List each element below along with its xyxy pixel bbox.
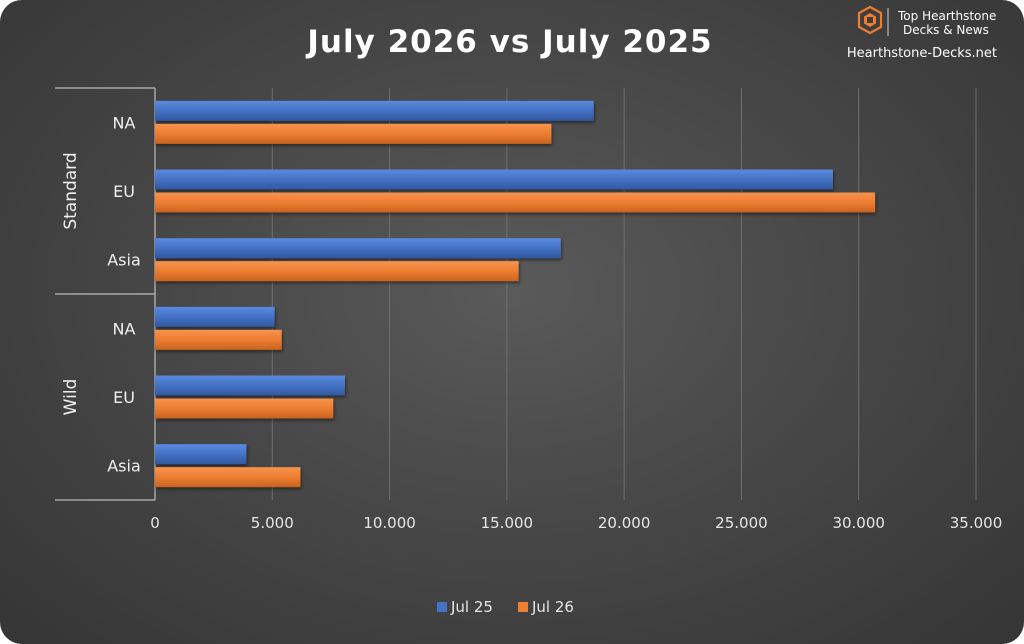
x-tick-label: 0 bbox=[150, 514, 160, 532]
x-tick-label: 5.000 bbox=[251, 514, 294, 532]
x-tick-label: 10.000 bbox=[363, 514, 416, 532]
bar-jul25 bbox=[155, 444, 247, 465]
legend-swatch bbox=[518, 602, 528, 612]
category-label: Asia bbox=[107, 251, 141, 270]
grid bbox=[271, 88, 977, 500]
bar-jul25 bbox=[155, 169, 833, 190]
category-label: EU bbox=[113, 182, 135, 201]
category-label: EU bbox=[113, 388, 135, 407]
category-label: NA bbox=[113, 113, 136, 132]
bars bbox=[155, 100, 876, 488]
chart-title: July 2026 vs July 2025 bbox=[305, 24, 712, 60]
x-axis-ticks: 0 5.000 10.000 15.000 20.000 25.000 30.000 35.0… bbox=[150, 514, 1002, 532]
brand-name-line1: Top Hearthstone bbox=[897, 9, 996, 23]
bar-jul25 bbox=[155, 375, 346, 396]
bar-jul26 bbox=[155, 192, 876, 213]
x-tick-label: 35.000 bbox=[950, 514, 1003, 532]
bar-jul26 bbox=[155, 123, 552, 144]
x-tick-label: 15.000 bbox=[481, 514, 534, 532]
bar-jul26 bbox=[155, 261, 519, 282]
axes bbox=[55, 87, 156, 501]
bar-jul25 bbox=[155, 100, 594, 121]
bar-jul25 bbox=[155, 238, 561, 259]
group-label: Standard bbox=[61, 152, 81, 229]
x-tick-label: 25.000 bbox=[715, 514, 768, 532]
category-label: Asia bbox=[107, 457, 141, 476]
bar-jul26 bbox=[155, 467, 301, 488]
brand-site: Hearthstone-Decks.net bbox=[847, 46, 997, 61]
brand-name-line2: Decks & News bbox=[903, 23, 989, 37]
bar-jul25 bbox=[155, 306, 275, 327]
legend-label: Jul 26 bbox=[531, 598, 574, 616]
group-labels: Standard Wild bbox=[61, 152, 81, 415]
brand-block: Top Hearthstone Decks & News Hearthstone… bbox=[847, 5, 997, 61]
legend-label: Jul 25 bbox=[450, 598, 493, 616]
x-tick-label: 30.000 bbox=[832, 514, 885, 532]
category-labels: NA EU Asia NA EU Asia bbox=[107, 113, 141, 475]
x-tick-label: 20.000 bbox=[598, 514, 651, 532]
legend-swatch bbox=[437, 602, 447, 612]
group-label: Wild bbox=[61, 379, 81, 416]
bar-jul26 bbox=[155, 398, 334, 419]
category-label: NA bbox=[113, 319, 136, 338]
hexagon-h-logo-icon bbox=[857, 5, 883, 35]
bar-jul26 bbox=[155, 329, 282, 350]
legend: Jul 25 Jul 26 bbox=[437, 598, 574, 616]
